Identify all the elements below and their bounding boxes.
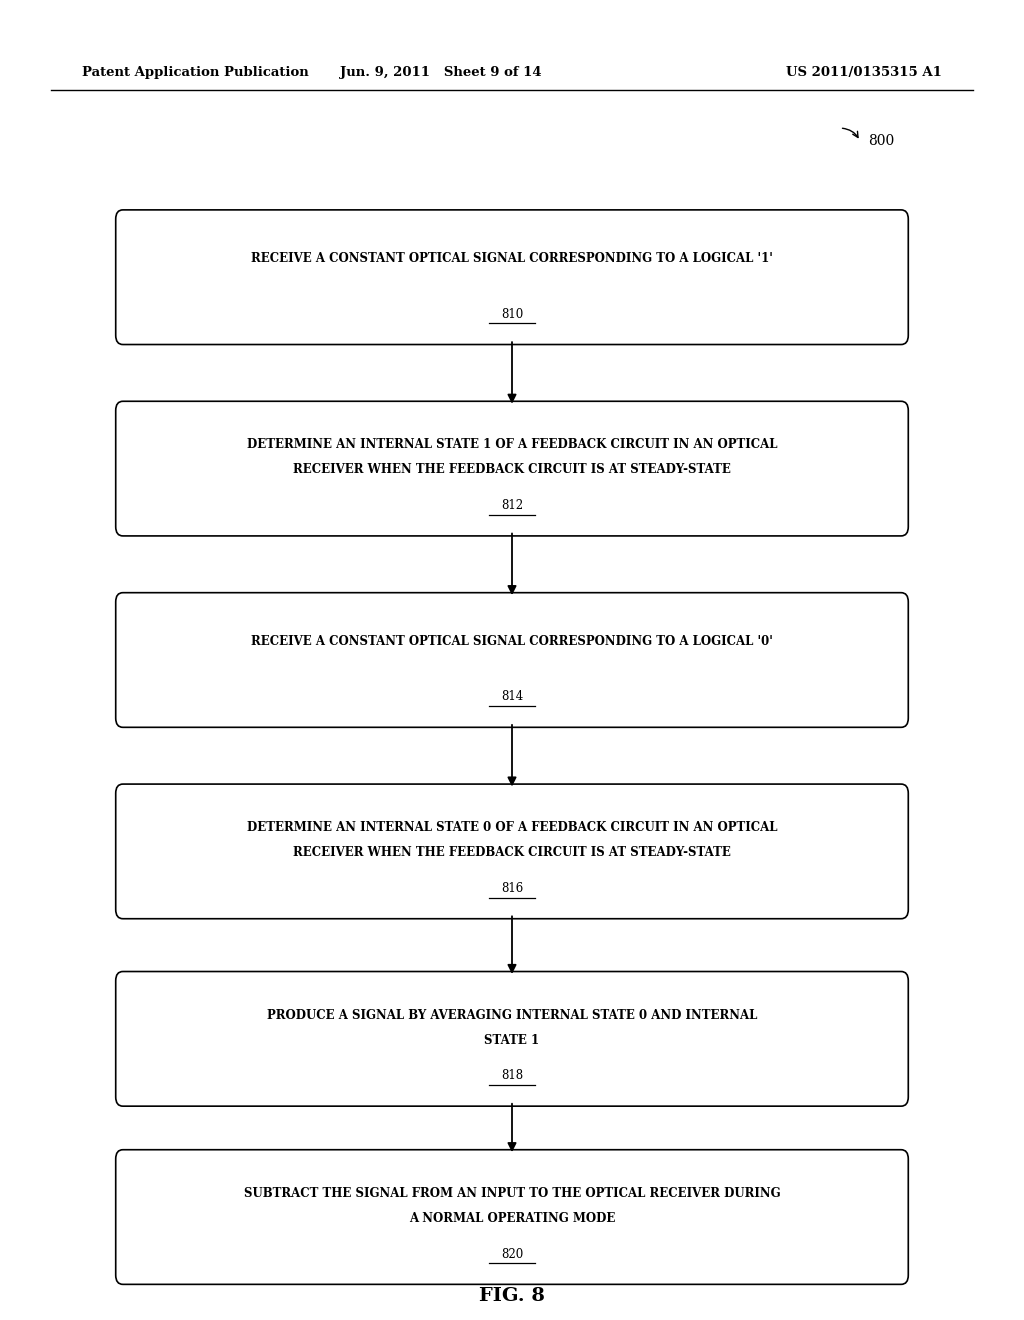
Text: 810: 810 [501, 308, 523, 321]
Text: A NORMAL OPERATING MODE: A NORMAL OPERATING MODE [409, 1212, 615, 1225]
Text: DETERMINE AN INTERNAL STATE 0 OF A FEEDBACK CIRCUIT IN AN OPTICAL: DETERMINE AN INTERNAL STATE 0 OF A FEEDB… [247, 821, 777, 834]
FancyBboxPatch shape [116, 1150, 908, 1284]
FancyBboxPatch shape [116, 972, 908, 1106]
Text: Jun. 9, 2011   Sheet 9 of 14: Jun. 9, 2011 Sheet 9 of 14 [340, 66, 541, 79]
Text: FIG. 8: FIG. 8 [479, 1287, 545, 1305]
Text: 800: 800 [868, 135, 895, 148]
Text: US 2011/0135315 A1: US 2011/0135315 A1 [786, 66, 942, 79]
Text: RECEIVER WHEN THE FEEDBACK CIRCUIT IS AT STEADY-STATE: RECEIVER WHEN THE FEEDBACK CIRCUIT IS AT… [293, 846, 731, 859]
Text: 814: 814 [501, 690, 523, 704]
Text: RECEIVE A CONSTANT OPTICAL SIGNAL CORRESPONDING TO A LOGICAL '0': RECEIVE A CONSTANT OPTICAL SIGNAL CORRES… [251, 635, 773, 648]
Text: SUBTRACT THE SIGNAL FROM AN INPUT TO THE OPTICAL RECEIVER DURING: SUBTRACT THE SIGNAL FROM AN INPUT TO THE… [244, 1187, 780, 1200]
Text: PRODUCE A SIGNAL BY AVERAGING INTERNAL STATE 0 AND INTERNAL: PRODUCE A SIGNAL BY AVERAGING INTERNAL S… [267, 1008, 757, 1022]
Text: 818: 818 [501, 1069, 523, 1082]
Text: RECEIVE A CONSTANT OPTICAL SIGNAL CORRESPONDING TO A LOGICAL '1': RECEIVE A CONSTANT OPTICAL SIGNAL CORRES… [251, 252, 773, 265]
Text: 812: 812 [501, 499, 523, 512]
Text: Patent Application Publication: Patent Application Publication [82, 66, 308, 79]
Text: STATE 1: STATE 1 [484, 1034, 540, 1047]
Text: DETERMINE AN INTERNAL STATE 1 OF A FEEDBACK CIRCUIT IN AN OPTICAL: DETERMINE AN INTERNAL STATE 1 OF A FEEDB… [247, 438, 777, 451]
Text: RECEIVER WHEN THE FEEDBACK CIRCUIT IS AT STEADY-STATE: RECEIVER WHEN THE FEEDBACK CIRCUIT IS AT… [293, 463, 731, 477]
FancyBboxPatch shape [116, 401, 908, 536]
FancyBboxPatch shape [116, 784, 908, 919]
FancyBboxPatch shape [116, 593, 908, 727]
Text: 816: 816 [501, 882, 523, 895]
Text: 820: 820 [501, 1247, 523, 1261]
FancyBboxPatch shape [116, 210, 908, 345]
